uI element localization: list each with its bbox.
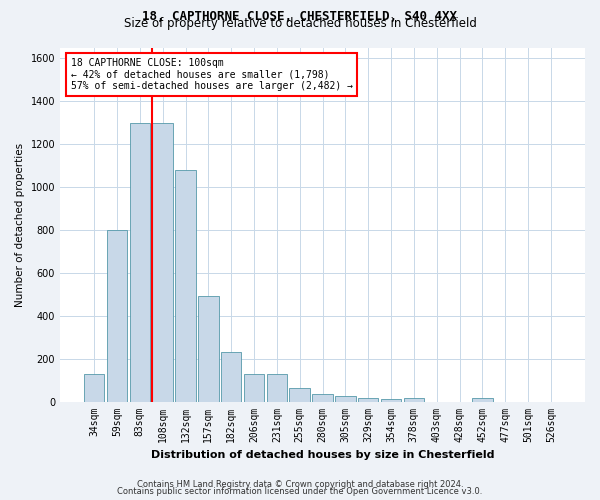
Y-axis label: Number of detached properties: Number of detached properties <box>15 142 25 306</box>
Bar <box>198 296 218 402</box>
Bar <box>289 388 310 402</box>
Bar <box>244 374 264 402</box>
Text: 18, CAPTHORNE CLOSE, CHESTERFIELD, S40 4XX: 18, CAPTHORNE CLOSE, CHESTERFIELD, S40 4… <box>143 10 458 23</box>
Text: Size of property relative to detached houses in Chesterfield: Size of property relative to detached ho… <box>124 18 476 30</box>
Bar <box>175 170 196 402</box>
Text: Contains public sector information licensed under the Open Government Licence v3: Contains public sector information licen… <box>118 487 482 496</box>
Bar <box>152 122 173 402</box>
Text: Contains HM Land Registry data © Crown copyright and database right 2024.: Contains HM Land Registry data © Crown c… <box>137 480 463 489</box>
Bar <box>221 352 241 402</box>
Bar <box>312 394 333 402</box>
Bar <box>84 374 104 402</box>
Bar <box>358 398 379 402</box>
Bar <box>472 398 493 402</box>
X-axis label: Distribution of detached houses by size in Chesterfield: Distribution of detached houses by size … <box>151 450 494 460</box>
Bar <box>404 398 424 402</box>
Bar <box>335 396 356 402</box>
Bar <box>381 400 401 402</box>
Text: 18 CAPTHORNE CLOSE: 100sqm
← 42% of detached houses are smaller (1,798)
57% of s: 18 CAPTHORNE CLOSE: 100sqm ← 42% of deta… <box>71 58 353 92</box>
Bar <box>107 230 127 402</box>
Bar <box>266 374 287 402</box>
Bar <box>130 122 150 402</box>
